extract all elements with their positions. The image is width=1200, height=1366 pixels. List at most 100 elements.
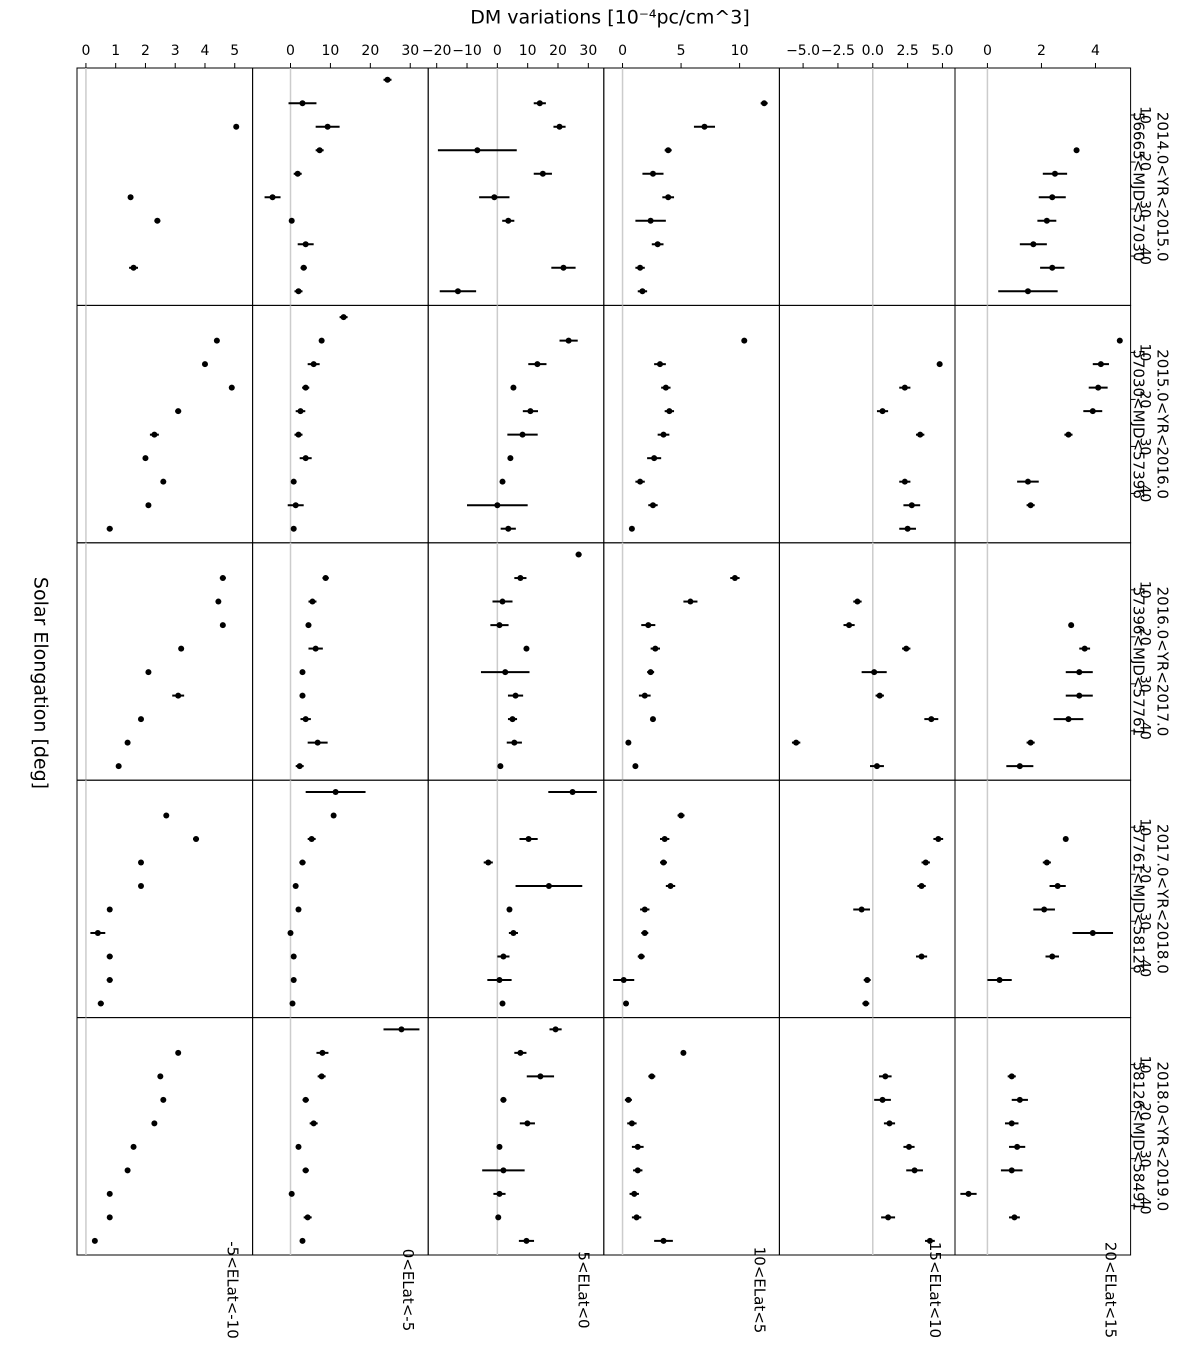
data-point	[632, 763, 639, 770]
row-label: 15<ELat<10	[926, 1242, 944, 1338]
y-tick-label: 30	[401, 43, 419, 59]
data-point	[304, 1214, 311, 1221]
data-point	[652, 645, 659, 652]
data-point	[106, 976, 113, 983]
data-point	[130, 1143, 137, 1150]
data-point	[290, 976, 297, 983]
y-tick-label: 0	[81, 43, 90, 59]
data-point	[517, 575, 524, 582]
panel-frame	[954, 542, 1132, 781]
data-point	[512, 692, 519, 699]
data-point	[500, 1167, 507, 1174]
panel-frame	[252, 1017, 429, 1256]
data-point	[649, 716, 656, 723]
panel-frame	[778, 304, 956, 544]
data-point	[569, 788, 576, 795]
data-point	[918, 953, 925, 960]
data-point	[288, 1190, 295, 1197]
data-point	[1043, 859, 1050, 866]
data-point	[193, 835, 200, 842]
data-point	[654, 241, 661, 248]
data-point	[628, 525, 635, 532]
data-point	[926, 1237, 933, 1244]
data-point	[534, 361, 541, 368]
data-point	[175, 408, 182, 415]
data-point	[620, 976, 627, 983]
data-point	[1049, 953, 1056, 960]
data-point	[908, 502, 915, 509]
data-point	[299, 692, 306, 699]
data-point	[885, 1214, 892, 1221]
row-label: 0<ELat<-5	[399, 1249, 417, 1332]
data-point	[922, 859, 929, 866]
data-point	[1030, 241, 1037, 248]
data-point	[936, 361, 943, 368]
data-point	[163, 812, 170, 819]
data-point	[312, 645, 319, 652]
data-point	[322, 575, 329, 582]
y-tick-label: 5	[677, 43, 686, 59]
data-point	[151, 1120, 158, 1127]
x-tick-label: 20	[1137, 153, 1153, 171]
data-point	[124, 1167, 131, 1174]
data-point	[500, 953, 507, 960]
y-tick-label: 1	[111, 43, 120, 59]
data-point	[1024, 288, 1031, 295]
data-point	[295, 1143, 302, 1150]
data-point	[308, 835, 315, 842]
data-point	[1076, 669, 1083, 676]
data-point	[332, 788, 339, 795]
panel-frame	[954, 779, 1132, 1019]
column-subtitle: 57030<MJD<57396	[1130, 349, 1148, 499]
data-point	[556, 123, 563, 130]
data-point	[687, 598, 694, 605]
data-point	[701, 123, 708, 130]
data-point	[1089, 929, 1096, 936]
data-point	[539, 170, 546, 177]
data-point	[731, 575, 738, 582]
data-point	[536, 100, 543, 107]
data-point	[289, 1000, 296, 1007]
data-point	[496, 1143, 503, 1150]
data-point	[665, 194, 672, 201]
data-point	[1008, 1073, 1015, 1080]
y-tick-label: 2	[141, 43, 150, 59]
panel-frame	[252, 779, 429, 1019]
data-point	[496, 976, 503, 983]
data-point	[398, 1026, 405, 1033]
data-point	[917, 431, 924, 438]
y-tick-label: −2.5	[821, 43, 855, 59]
y-tick-label: 4	[1091, 43, 1100, 59]
data-point	[287, 929, 294, 936]
panel-frame	[427, 67, 605, 306]
data-point	[793, 739, 800, 746]
data-point	[290, 953, 297, 960]
data-point	[497, 763, 504, 770]
data-point	[310, 1120, 317, 1127]
data-point	[309, 598, 316, 605]
panel-frame	[252, 542, 429, 781]
data-point	[175, 692, 182, 699]
data-point	[1011, 1214, 1018, 1221]
data-point	[741, 337, 748, 344]
data-point	[1081, 645, 1088, 652]
data-point	[873, 763, 880, 770]
data-point	[1065, 716, 1072, 723]
data-point	[160, 478, 167, 485]
data-point	[299, 100, 306, 107]
data-point	[302, 455, 309, 462]
x-tick-label: 40	[1137, 247, 1153, 265]
data-point	[1076, 692, 1083, 699]
panel-frame	[603, 304, 780, 544]
data-point	[858, 906, 865, 913]
x-axis-label: Solar Elongation [deg]	[30, 577, 52, 789]
data-point	[510, 929, 517, 936]
data-point	[157, 1073, 164, 1080]
data-point	[1068, 622, 1075, 629]
x-tick-label: 20	[1137, 865, 1153, 883]
data-point	[318, 337, 325, 344]
data-point	[1065, 431, 1072, 438]
data-point	[647, 669, 654, 676]
data-point	[302, 1167, 309, 1174]
x-tick-label: 30	[1137, 1150, 1153, 1168]
